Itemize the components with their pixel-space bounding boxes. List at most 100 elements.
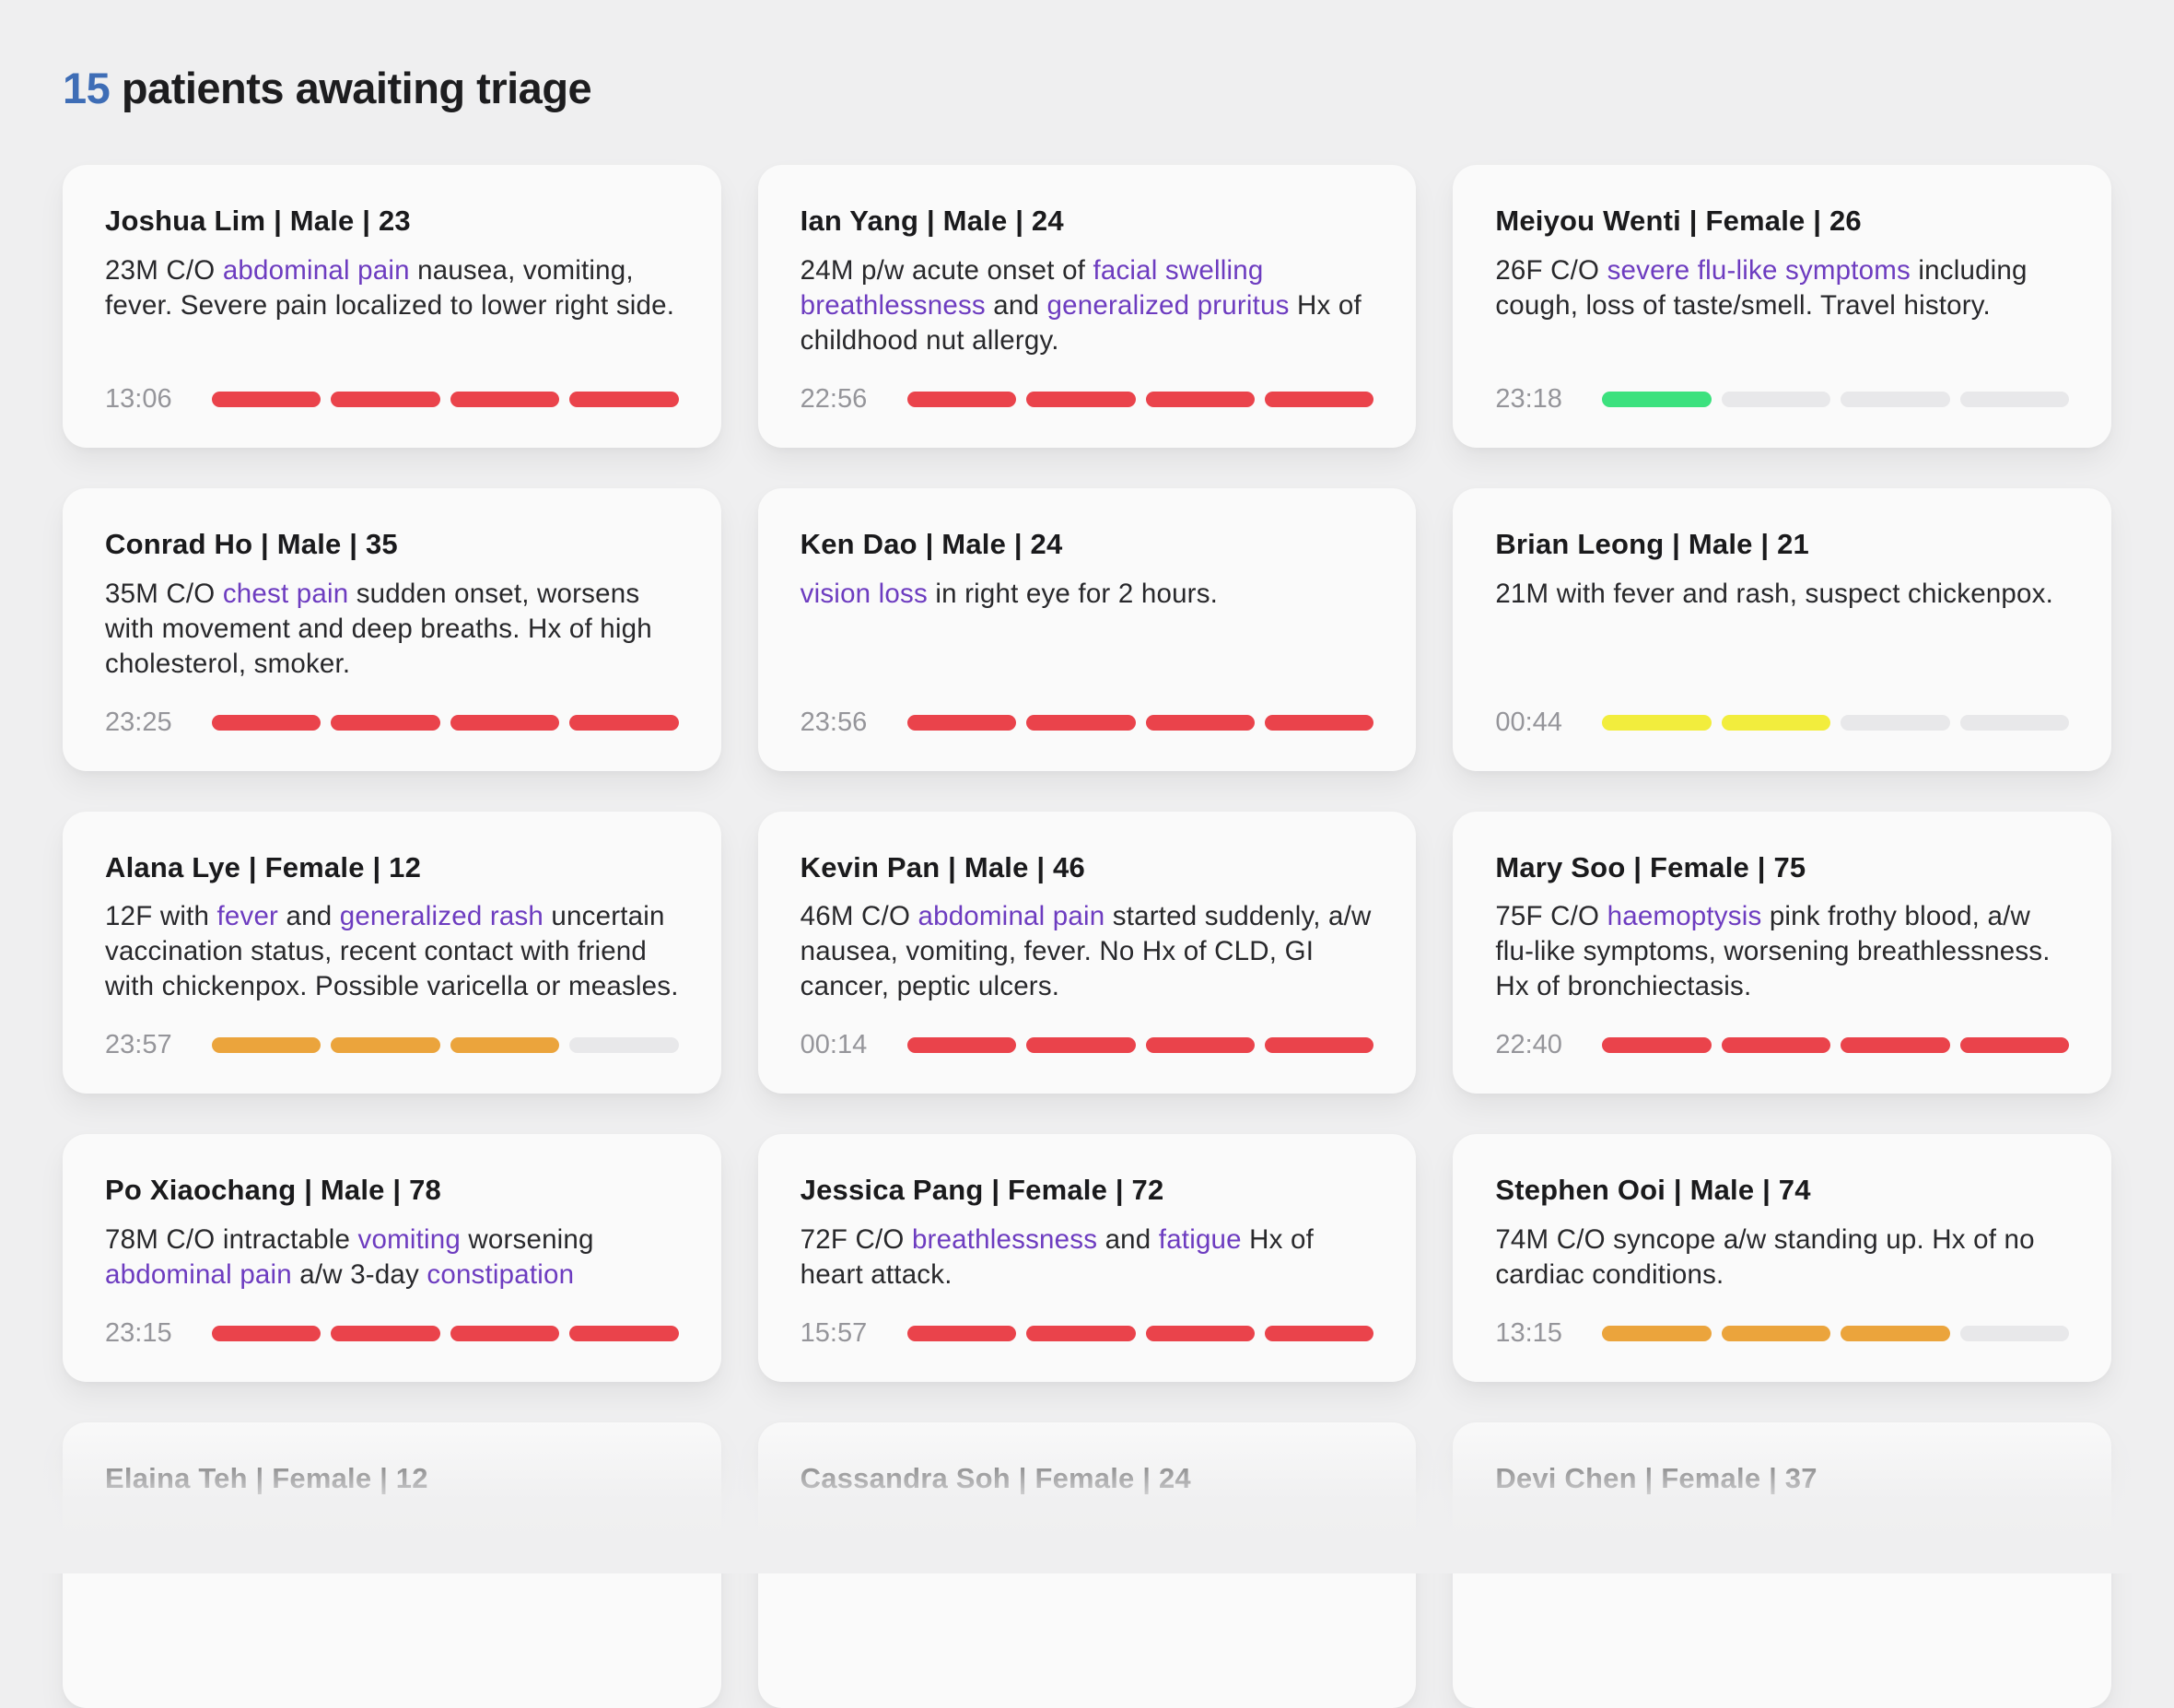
severity-segment-red xyxy=(1026,1037,1136,1054)
symptom-link[interactable]: fatigue xyxy=(1158,1224,1242,1255)
waiting-since-time: 23:15 xyxy=(105,1318,172,1348)
severity-segment-orange xyxy=(212,1037,321,1054)
severity-segment-red xyxy=(906,1037,1017,1054)
symptom-link[interactable]: breathlessness xyxy=(911,1224,1098,1255)
severity-segment-yellow xyxy=(1721,714,1831,731)
patient-card[interactable]: Brian Leong | Male | 21 21M with fever a… xyxy=(1453,487,2111,771)
severity-segment-orange xyxy=(450,1037,560,1054)
patient-card[interactable]: Devi Chen | Female | 37 xyxy=(1453,1422,2111,1708)
severity-segment-red xyxy=(1145,391,1255,407)
description-text: started suddenly, a/w nausea, vomiting, … xyxy=(800,901,1372,1002)
patient-name-header: Ian Yang | Male | 24 xyxy=(800,205,1064,237)
description-text: 26F C/O xyxy=(1495,254,1607,286)
description-text: 75F C/O xyxy=(1495,901,1607,932)
patient-description: 78M C/O intractable vomiting worsening a… xyxy=(105,1223,679,1293)
patient-card[interactable]: Ian Yang | Male | 24 24M p/w acute onset… xyxy=(757,165,1417,448)
symptom-link[interactable]: chest pain xyxy=(222,578,349,609)
severity-segment-red xyxy=(1145,714,1255,731)
description-text: pink frothy blood, a/w flu-like symptoms… xyxy=(1495,901,2051,1002)
description-text: nausea, vomiting, fever. Severe pain loc… xyxy=(105,254,675,321)
patient-card[interactable]: Stephen Ooi | Male | 74 74M C/O syncope … xyxy=(1453,1134,2111,1382)
patient-description: 26F C/O severe flu-like symptoms includi… xyxy=(1495,253,2069,323)
patient-description: 72F C/O breathlessness and fatigue Hx of… xyxy=(801,1223,1374,1293)
symptom-link[interactable]: abdominal pain xyxy=(105,1259,292,1290)
waiting-since-time: 23:57 xyxy=(105,1030,172,1060)
patient-card[interactable]: Kevin Pan | Male | 46 46M C/O abdominal … xyxy=(757,811,1417,1094)
severity-segment-empty xyxy=(1841,714,1950,731)
symptom-link[interactable]: abdominal pain xyxy=(222,254,410,286)
card-footer: 23:18 xyxy=(1495,358,2070,415)
patient-card[interactable]: Mary Soo | Female | 75 75F C/O haemoptys… xyxy=(1453,811,2111,1094)
description-text: in right eye for 2 hours. xyxy=(927,578,1219,609)
description-text: and xyxy=(985,289,1047,321)
severity-segment-red xyxy=(450,714,560,731)
severity-segment-empty xyxy=(1959,1326,2070,1341)
patient-card[interactable]: Po Xiaochang | Male | 78 78M C/O intract… xyxy=(63,1134,721,1382)
severity-segment-red xyxy=(906,1326,1017,1341)
patient-name-header: Meiyou Wenti | Female | 26 xyxy=(1495,205,1862,237)
card-footer: 13:06 xyxy=(105,358,679,415)
severity-bar xyxy=(212,1037,679,1054)
patient-name-header: Jessica Pang | Female | 72 xyxy=(800,1174,1164,1207)
symptom-link[interactable]: abdominal pain xyxy=(918,901,1105,932)
symptom-link[interactable]: vision loss xyxy=(800,578,928,609)
severity-segment-empty xyxy=(1841,391,1950,407)
waiting-since-time: 13:15 xyxy=(1495,1318,1562,1348)
severity-segment-orange xyxy=(1602,1326,1712,1341)
severity-segment-red xyxy=(1841,1037,1950,1054)
waiting-since-time: 22:56 xyxy=(800,383,868,414)
card-footer: 23:57 xyxy=(105,1004,679,1060)
patient-card[interactable]: Joshua Lim | Male | 23 23M C/O abdominal… xyxy=(63,165,721,448)
patient-card[interactable]: Meiyou Wenti | Female | 26 26F C/O sever… xyxy=(1453,165,2111,448)
card-footer: 00:44 xyxy=(1495,682,2070,738)
page-title-text: patients awaiting triage xyxy=(110,64,592,112)
severity-segment-red xyxy=(1026,1326,1136,1341)
severity-segment-orange xyxy=(1721,1326,1831,1341)
card-footer: 13:15 xyxy=(1495,1293,2070,1349)
symptom-link[interactable]: haemoptysis xyxy=(1607,901,1762,932)
patient-card[interactable]: Jessica Pang | Female | 72 72F C/O breat… xyxy=(757,1134,1417,1382)
severity-segment-red xyxy=(1264,391,1374,407)
symptom-link[interactable]: constipation xyxy=(427,1259,575,1290)
patient-card[interactable]: Alana Lye | Female | 12 12F with fever a… xyxy=(63,811,721,1094)
symptom-link[interactable]: generalized pruritus xyxy=(1046,289,1290,321)
severity-segment-red xyxy=(569,391,679,407)
symptom-link[interactable]: generalized rash xyxy=(339,901,544,932)
patient-name-header: Devi Chen | Female | 37 xyxy=(1495,1462,1818,1494)
symptom-link[interactable]: vomiting xyxy=(357,1224,461,1255)
patient-card[interactable]: Ken Dao | Male | 24 vision loss in right… xyxy=(757,487,1417,771)
symptom-link[interactable]: facial swelling breathlessness xyxy=(800,254,1264,321)
severity-segment-empty xyxy=(1959,391,2070,407)
severity-bar xyxy=(906,391,1374,407)
patient-card[interactable]: Conrad Ho | Male | 35 35M C/O chest pain… xyxy=(63,487,721,771)
symptom-link[interactable]: fever xyxy=(216,901,279,932)
severity-bar xyxy=(906,714,1374,731)
severity-segment-red xyxy=(1145,1037,1255,1054)
description-text: 12F with xyxy=(105,901,217,932)
card-footer: 23:25 xyxy=(105,682,679,738)
severity-segment-red xyxy=(906,714,1017,731)
patient-description: 35M C/O chest pain sudden onset, worsens… xyxy=(105,577,679,682)
description-text: 74M C/O syncope a/w standing up. Hx of n… xyxy=(1495,1224,2035,1290)
description-text: 24M p/w acute onset of xyxy=(800,254,1093,286)
patient-card[interactable]: Elaina Teh | Female | 12 xyxy=(63,1422,721,1708)
page-title: 15 patients awaiting triage xyxy=(63,63,2111,113)
waiting-since-time: 13:06 xyxy=(105,383,172,414)
description-text: including cough, loss of taste/smell. Tr… xyxy=(1495,254,2028,321)
patient-description: 12F with fever and generalized rash unce… xyxy=(105,899,679,1004)
waiting-since-time: 15:57 xyxy=(800,1318,868,1348)
description-text: a/w 3-day xyxy=(291,1259,427,1290)
severity-bar xyxy=(1602,391,2070,407)
patient-grid: Joshua Lim | Male | 23 23M C/O abdominal… xyxy=(63,165,2111,1708)
waiting-since-time: 22:40 xyxy=(1495,1030,1562,1060)
severity-segment-red xyxy=(212,1326,321,1341)
symptom-link[interactable]: severe flu-like symptoms xyxy=(1607,254,1911,286)
patient-card[interactable]: Cassandra Soh | Female | 24 xyxy=(757,1422,1417,1708)
severity-segment-red xyxy=(450,391,560,407)
patient-name-header: Mary Soo | Female | 75 xyxy=(1495,850,1806,883)
patient-description: 23M C/O abdominal pain nausea, vomiting,… xyxy=(105,253,679,323)
severity-segment-orange xyxy=(1841,1326,1950,1341)
patient-description: 24M p/w acute onset of facial swelling b… xyxy=(801,253,1374,358)
severity-segment-red xyxy=(1264,1037,1374,1054)
severity-segment-empty xyxy=(569,1037,679,1054)
